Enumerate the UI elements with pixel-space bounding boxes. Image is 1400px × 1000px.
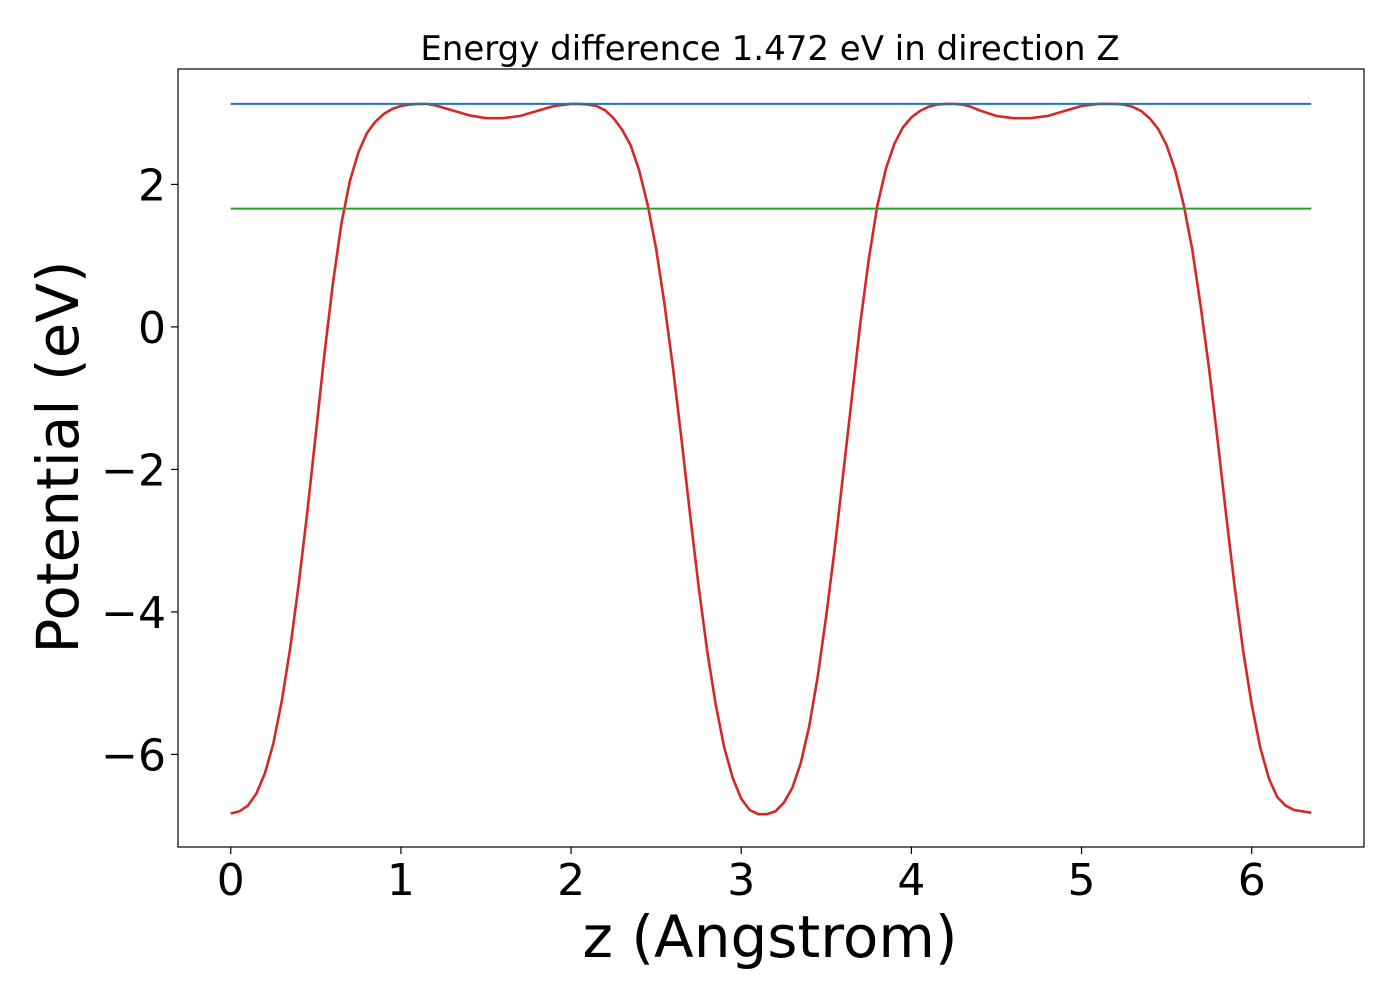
x-tick-label: 3 bbox=[727, 855, 755, 906]
x-tick-label: 1 bbox=[387, 855, 415, 906]
series-line-0 bbox=[230, 102, 1312, 816]
y-tick-label: 2 bbox=[138, 160, 166, 211]
y-tick-label: 0 bbox=[138, 303, 166, 354]
y-axis-label: Potential (eV) bbox=[24, 260, 92, 653]
x-tick-label: 2 bbox=[557, 855, 585, 906]
plot-area: 0 1 2 3 4 5 6 −6 −4 −2 0 2 bbox=[101, 68, 1365, 906]
axes-frame bbox=[177, 68, 1365, 848]
x-tick-label: 0 bbox=[217, 855, 245, 906]
x-tick-label: 5 bbox=[1068, 855, 1096, 906]
series-layer bbox=[230, 102, 1312, 816]
chart-title: Energy difference 1.472 eV in direction … bbox=[420, 29, 1119, 69]
y-tick-label: −4 bbox=[101, 588, 166, 639]
y-tick-label: −2 bbox=[101, 445, 166, 496]
y-tick-label: −6 bbox=[101, 730, 166, 781]
x-tick-label: 6 bbox=[1238, 855, 1266, 906]
x-axis-label: z (Angstrom) bbox=[583, 903, 958, 971]
x-tick-label: 4 bbox=[897, 855, 925, 906]
y-axis-ticks: −6 −4 −2 0 2 bbox=[101, 160, 178, 781]
x-axis-ticks: 0 1 2 3 4 5 6 bbox=[217, 847, 1266, 906]
